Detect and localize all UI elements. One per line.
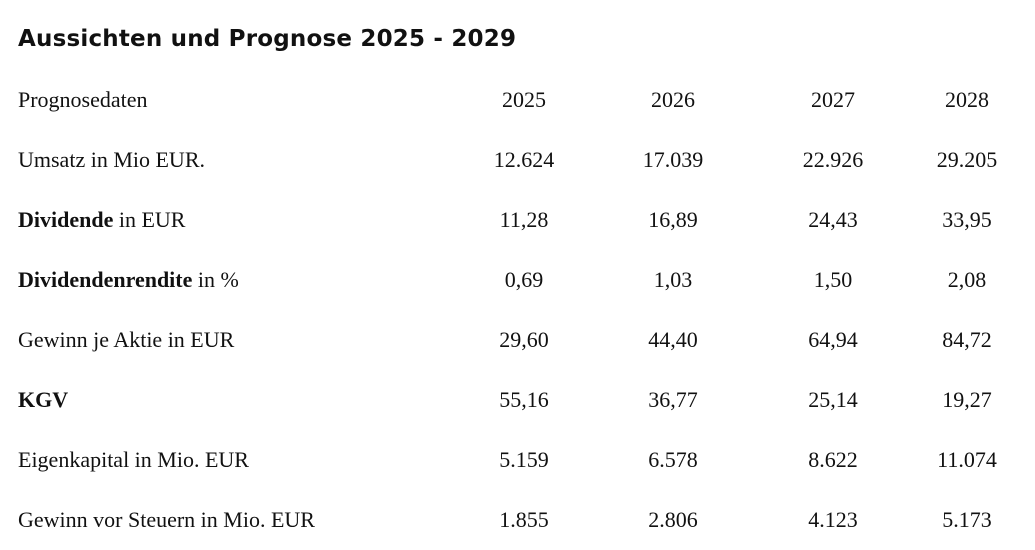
row-label-bold: KGV [18,387,69,412]
table-row: Dividende in EUR 11,28 16,89 24,43 33,95 [0,190,1035,250]
row-value: 6.578 [648,447,698,472]
table-row: Eigenkapital in Mio. EUR 5.159 6.578 8.6… [0,430,1035,490]
row-label-rest: in EUR [113,207,186,232]
header-year-2027: 2027 [811,87,855,112]
table-row: KGV 55,16 36,77 25,14 19,27 [0,370,1035,430]
row-value: 55,16 [499,387,549,412]
row-value: 1.855 [499,507,549,532]
row-value: 36,77 [648,387,698,412]
header-label: Prognosedaten [18,87,148,112]
row-value: 5.173 [942,507,992,532]
table-row: Gewinn vor Steuern in Mio. EUR 1.855 2.8… [0,490,1035,550]
page-title: Aussichten und Prognose 2025 - 2029 [18,26,517,52]
row-label: Dividende in EUR [18,190,185,250]
table-row: Dividendenrendite in % 0,69 1,03 1,50 2,… [0,250,1035,310]
row-label-rest: Eigenkapital in Mio. EUR [18,447,249,472]
row-value: 0,69 [504,267,544,292]
header-year-2028: 2028 [945,87,989,112]
row-value: 29.205 [936,147,998,172]
forecast-table: Prognosedaten 2025 2026 2027 2028 Umsatz… [0,70,1035,550]
row-label-rest: Umsatz in Mio EUR. [18,147,205,172]
row-value: 8.622 [808,447,858,472]
row-value: 1,50 [813,267,853,292]
row-label-rest: Gewinn vor Steuern in Mio. EUR [18,507,315,532]
row-value: 44,40 [648,327,698,352]
row-value: 19,27 [942,387,992,412]
row-value: 22.926 [802,147,864,172]
row-label-rest: in % [192,267,239,292]
header-year-2026: 2026 [651,87,695,112]
row-value: 64,94 [808,327,858,352]
row-label-rest: Gewinn je Aktie in EUR [18,327,235,352]
row-value: 25,14 [808,387,858,412]
row-label-bold: Dividende [18,207,114,232]
row-value: 12.624 [493,147,555,172]
header-year-2025: 2025 [502,87,546,112]
row-label: Dividendenrendite in % [18,250,239,310]
row-value: 2,08 [947,267,987,292]
row-label: Umsatz in Mio EUR. [18,130,205,190]
row-value: 16,89 [648,207,698,232]
row-label: Gewinn vor Steuern in Mio. EUR [18,490,315,550]
row-value: 11,28 [499,207,549,232]
row-label: Eigenkapital in Mio. EUR [18,430,249,490]
row-value: 11.074 [937,447,997,472]
row-value: 29,60 [499,327,549,352]
row-value: 84,72 [942,327,992,352]
table-row: Gewinn je Aktie in EUR 29,60 44,40 64,94… [0,310,1035,370]
table-header-row: Prognosedaten 2025 2026 2027 2028 [0,70,1035,130]
row-value: 24,43 [808,207,858,232]
row-value: 17.039 [642,147,704,172]
row-value: 2.806 [648,507,698,532]
row-value: 4.123 [808,507,858,532]
row-value: 33,95 [942,207,992,232]
row-label: KGV [18,370,68,430]
row-label: Gewinn je Aktie in EUR [18,310,234,370]
row-label-bold: Dividendenrendite [18,267,193,292]
row-value: 5.159 [499,447,549,472]
row-value: 1,03 [653,267,693,292]
table-row: Umsatz in Mio EUR. 12.624 17.039 22.926 … [0,130,1035,190]
